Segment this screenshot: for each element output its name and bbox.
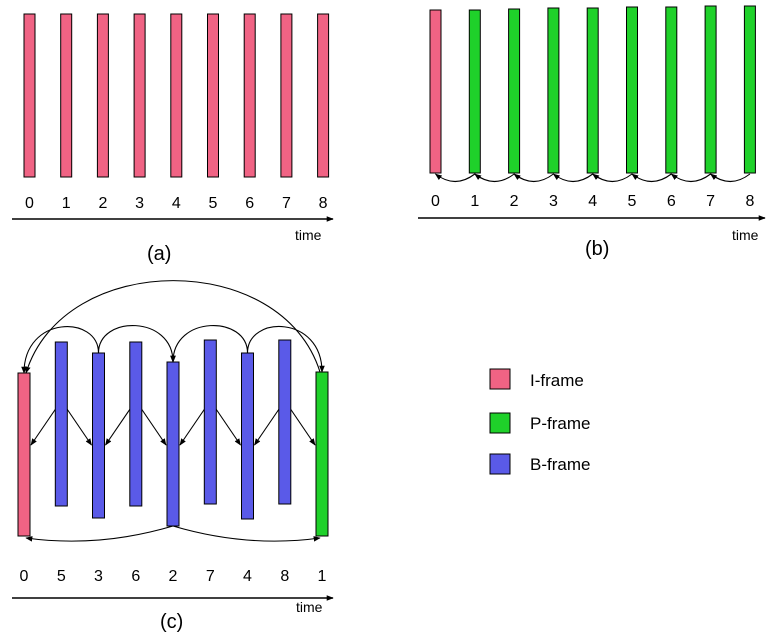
frame-number-c-3: 6 [131,568,140,585]
prediction-arrow-b-8 [710,173,751,183]
frame-number-c-6: 4 [243,568,252,585]
frame-number-b-5: 5 [628,193,637,210]
panel-caption-c: (c) [160,611,183,633]
frame-bar-i-frame-a-8 [317,13,330,178]
reference-arrow-c-diag-7 [287,404,316,446]
legend-swatch-b-frame [489,453,511,475]
frame-number-c-1: 5 [57,568,66,585]
frame-bar-i-frame-b-0 [429,9,442,174]
prediction-arrows-c [21,280,325,542]
frame-bar-i-frame-a-7 [280,13,293,178]
prediction-arrow-b-6 [631,173,672,183]
frame-number-c-4: 2 [169,568,178,585]
frame-bar-i-frame-a-3 [133,13,146,178]
frame-number-a-3: 3 [135,195,144,212]
frame-number-b-6: 6 [667,193,676,210]
time-axis-label-a: time [295,227,322,243]
frame-bar-b-frame-c-1 [54,341,68,507]
frame-bar-b-frame-c-4 [166,361,180,527]
reference-arrow-c-diag-5 [212,404,241,446]
frame-bar-p-frame-b-4 [586,7,599,174]
panel-a: 0 1 2 3 4 5 6 7 8 time (a) [12,13,334,265]
prediction-arrow-b-7 [670,173,711,183]
frame-number-c-0: 0 [20,568,29,585]
frame-number-a-8: 8 [319,195,328,212]
frame-bar-b-frame-c-6 [241,352,254,520]
reference-arrow-c-top-0 [21,326,100,374]
frame-bar-p-frame-b-2 [508,8,521,174]
reference-arrow-c-top-2 [170,325,249,363]
frame-bar-p-frame-b-8 [743,5,756,174]
legend-swatch-p-frame [489,412,511,434]
frame-number-c-8: 1 [318,568,327,585]
frame-bar-b-frame-c-7 [278,339,292,505]
prediction-arrow-b-5 [592,173,633,183]
frame-number-a-6: 6 [245,195,254,212]
reference-arrow-c-bottom-right [172,525,321,542]
legend: I-frame P-frame B-frame [489,368,590,475]
frame-number-b-0: 0 [431,193,440,210]
frame-number-c-2: 3 [94,568,103,585]
frame-number-c-5: 7 [206,568,215,585]
prediction-arrow-b-3 [513,173,554,183]
frame-number-a-5: 5 [209,195,218,212]
frame-number-c-7: 8 [280,568,289,585]
frame-number-b-1: 1 [470,193,479,210]
frame-bar-p-frame-b-7 [704,5,717,174]
frame-number-a-1: 1 [62,195,71,212]
frame-bar-p-frame-b-3 [547,7,560,174]
panel-caption-b: (b) [585,238,609,260]
reference-arrow-c-top-1 [97,325,176,363]
prediction-arrow-b-2 [474,173,515,183]
frame-number-b-2: 2 [510,193,519,210]
panel-b: 0 1 2 3 4 5 6 7 8 time (b) [418,5,766,260]
legend-label-i-frame: I-frame [530,371,584,390]
frame-bar-i-frame-a-5 [207,13,219,178]
reference-arrow-c-diag-4 [179,404,208,446]
reference-arrow-c-bottom-left [25,525,174,542]
frame-bar-i-frame-a-2 [96,13,109,178]
legend-label-p-frame: P-frame [530,414,590,433]
reference-arrow-c-diag-0 [30,404,59,446]
legend-label-b-frame: B-frame [530,455,590,474]
frame-number-a-4: 4 [172,195,181,212]
reference-arrow-c-diag-3 [138,404,167,446]
reference-arrow-c-diag-1 [63,404,92,446]
frame-bar-i-frame-a-0 [23,13,36,178]
legend-swatch-i-frame [489,368,511,390]
frame-number-a-7: 7 [282,195,291,212]
frame-bar-b-frame-c-3 [129,341,143,507]
frame-number-b-8: 8 [745,193,754,210]
frame-bar-i-frame-a-1 [60,13,73,178]
frame-bar-b-frame-c-5 [203,339,217,505]
reference-arrow-c-diag-2 [105,404,134,446]
prediction-arrow-b-4 [552,173,594,183]
panel-caption-a: (a) [147,243,171,265]
frame-bar-i-frame-c-0 [17,372,31,537]
frame-number-a-2: 2 [98,195,107,212]
frame-bar-p-frame-b-6 [665,6,678,174]
frame-bar-p-frame-c-8 [315,371,329,537]
frame-bar-i-frame-a-4 [170,13,183,178]
reference-arrow-c-diag-6 [254,404,283,446]
frame-number-b-3: 3 [549,193,558,210]
time-axis-label-b: time [732,227,759,243]
frame-number-b-4: 4 [588,193,597,210]
prediction-arrow-b-1 [434,173,476,183]
prediction-arrows-b [434,173,751,183]
frame-bar-p-frame-b-1 [468,9,481,174]
reference-arrow-c-top-3 [246,326,325,373]
frame-number-a-0: 0 [25,195,34,212]
frame-bar-p-frame-b-5 [626,6,638,174]
frame-bar-b-frame-c-2 [92,352,105,519]
time-axis-label-c: time [296,599,323,615]
frame-number-b-7: 7 [706,193,715,210]
frame-bar-i-frame-a-6 [243,13,256,178]
panel-c: 0 5 3 6 2 7 4 8 1 time (c) [12,280,334,633]
